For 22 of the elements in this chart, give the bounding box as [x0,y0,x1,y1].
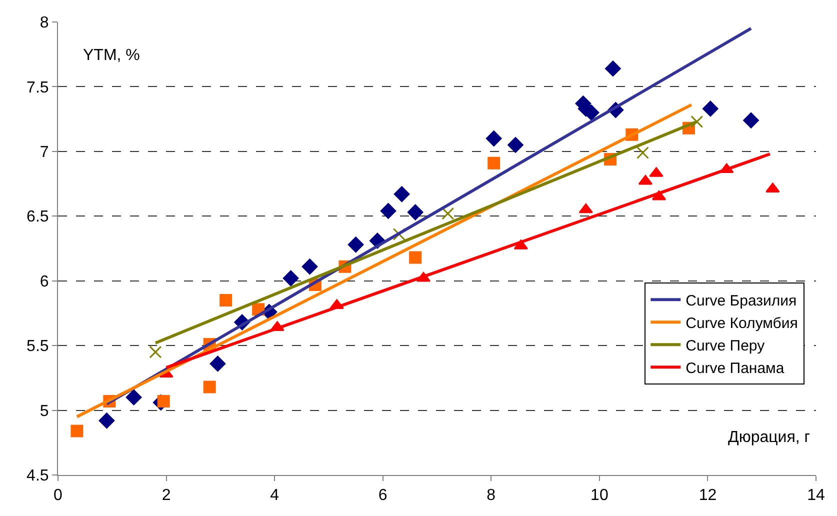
y-tick-label: 6.5 [26,208,49,226]
x-axis-title: Дюрация, г [728,429,810,446]
y-tick-label: 5 [40,402,49,420]
x-tick-label: 12 [698,487,717,504]
x-tick-label: 10 [590,487,608,504]
x-tick-label: 0 [54,487,63,504]
legend-label: Curve Перу [686,338,766,354]
y-tick-label: 8 [40,14,49,32]
x-tick-label: 2 [162,487,171,504]
y-tick-label: 5.5 [26,338,49,356]
y-tick-label: 7 [40,144,49,162]
legend-label: Curve Бразилия [686,292,797,310]
y-tick-label: 4.5 [26,468,49,485]
x-tick-label: 14 [807,487,825,504]
x-tick-label: 4 [270,487,280,504]
legend-label: Curve Панама [686,360,785,377]
x-tick-label: 8 [486,487,496,504]
legend-label: Curve Колумбия [686,315,798,332]
x-tick-label: 6 [378,487,388,504]
y-tick-label: 7.5 [26,79,49,96]
y-axis-title: YTM, % [83,47,140,64]
y-tick-label: 6 [40,273,49,290]
